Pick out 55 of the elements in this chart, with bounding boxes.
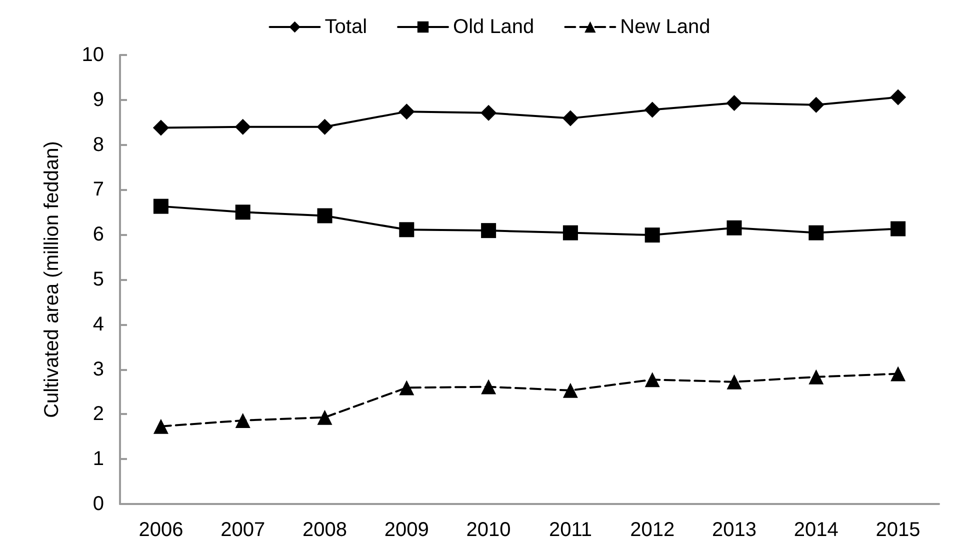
point: [726, 374, 742, 390]
point: [235, 412, 250, 428]
point: [481, 223, 496, 238]
point: [890, 89, 906, 106]
x-tick-label: 2006: [138, 519, 184, 541]
legend-label: Old Land: [453, 16, 534, 38]
y-tick-label: 7: [92, 178, 104, 201]
point: [562, 225, 578, 240]
y-tick-label: 0: [92, 493, 104, 515]
x-tick-label: 2015: [876, 519, 920, 541]
y-tick-label: 4: [92, 313, 104, 336]
y-tick-label: 6: [92, 224, 104, 246]
point: [399, 380, 414, 396]
point: [481, 379, 496, 394]
y-axis-title: Cultivated area (million feddan): [41, 141, 63, 418]
point: [562, 382, 578, 398]
y-tick-label: 5: [92, 268, 104, 290]
legend-label: Total: [324, 16, 368, 38]
x-tick-label: 2008: [302, 519, 347, 541]
point: [234, 118, 251, 135]
y-tick-label: 10: [82, 44, 104, 66]
point: [808, 225, 824, 240]
point: [890, 221, 906, 236]
y-tick-label: 9: [92, 88, 104, 111]
point: [152, 120, 169, 136]
point: [317, 208, 332, 224]
point: [726, 220, 742, 236]
point: [644, 102, 660, 118]
point: [480, 104, 497, 121]
point: [153, 198, 168, 214]
x-tick-label: 2014: [794, 519, 838, 541]
x-tick-label: 2009: [384, 519, 429, 541]
point: [562, 110, 578, 126]
point: [808, 369, 824, 384]
x-tick-label: 2010: [466, 519, 511, 541]
point: [153, 418, 168, 434]
y-tick-label: 8: [92, 134, 104, 156]
point: [890, 366, 906, 382]
point: [317, 410, 332, 425]
point: [808, 96, 824, 113]
x-tick-label: 2007: [220, 519, 266, 541]
x-tick-label: 2011: [548, 519, 592, 541]
y-tick-label: 3: [92, 358, 104, 380]
point: [316, 118, 333, 135]
y-tick-label: 1: [92, 448, 104, 470]
x-tick-label: 2013: [712, 519, 756, 541]
point: [399, 222, 414, 238]
x-tick-label: 2012: [630, 519, 675, 541]
legend-label: New Land: [620, 16, 710, 38]
point: [235, 204, 250, 220]
y-tick-label: 2: [92, 403, 104, 426]
point: [398, 104, 415, 120]
point: [644, 372, 660, 388]
point: [644, 228, 660, 243]
point: [726, 95, 742, 112]
